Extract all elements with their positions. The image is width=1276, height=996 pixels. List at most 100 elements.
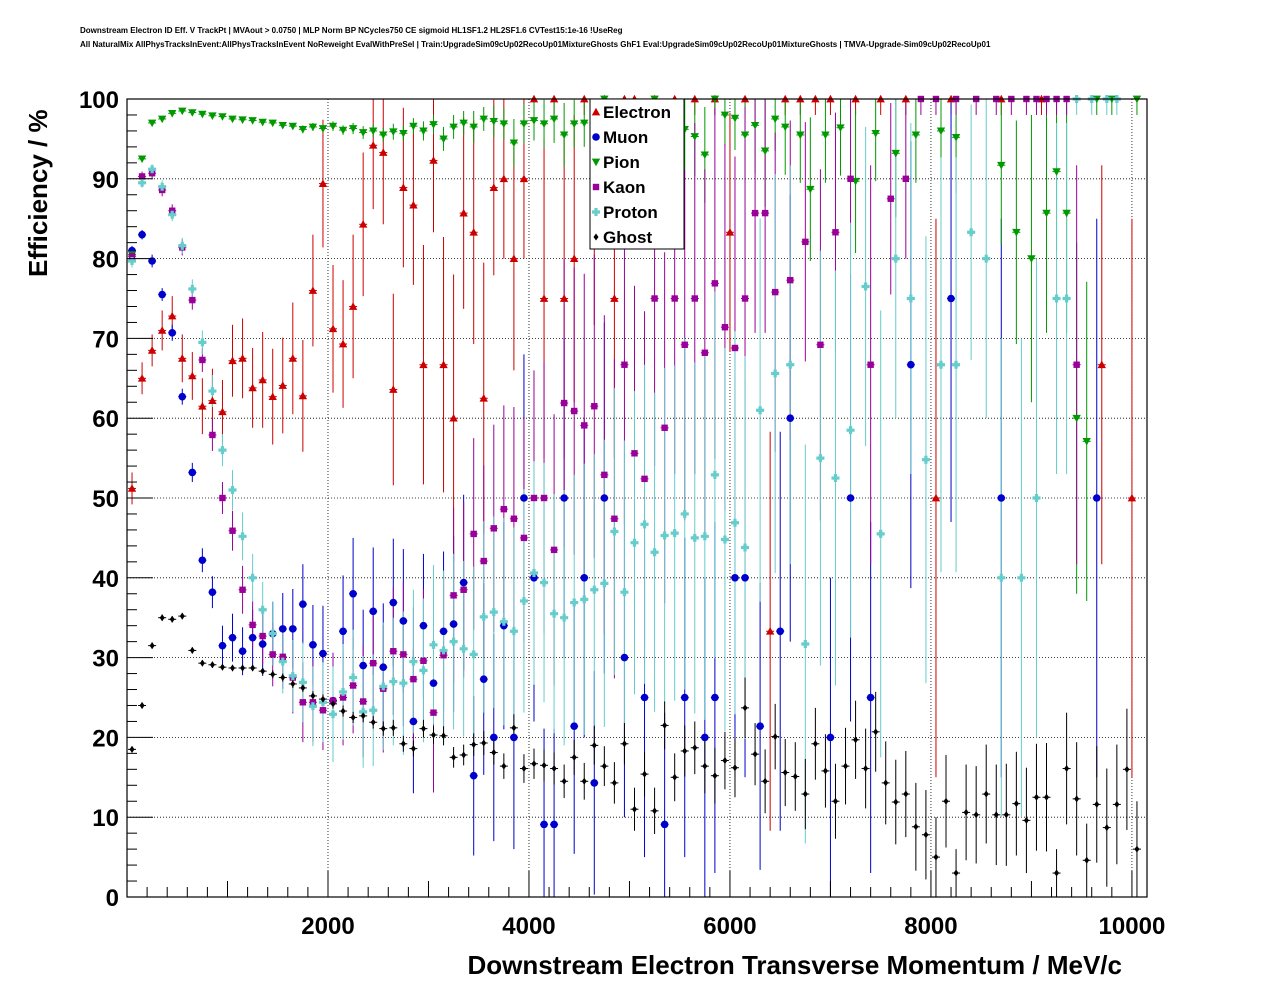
ghost-data-point xyxy=(792,773,798,781)
ghost-data-point xyxy=(541,761,547,769)
ghost-data-point xyxy=(501,762,507,770)
pion-data-point xyxy=(178,107,187,116)
proton-data-point xyxy=(580,595,589,604)
ghost-data-point xyxy=(832,797,838,805)
ghost-data-point xyxy=(933,853,939,861)
kaon-data-point xyxy=(319,707,327,714)
kaon-data-point xyxy=(681,341,688,348)
y-tick-label: 20 xyxy=(92,725,119,752)
muon-data-point xyxy=(449,620,458,628)
pion-data-point xyxy=(369,127,378,136)
proton-data-point xyxy=(660,531,669,540)
ghost-data-point xyxy=(963,808,969,816)
pion-data-point xyxy=(248,117,257,125)
ghost-data-point xyxy=(591,741,597,749)
proton-data-point xyxy=(389,677,398,686)
ghost-data-point xyxy=(320,695,326,703)
proton-data-point xyxy=(238,532,247,541)
muon-data-point xyxy=(459,578,468,587)
kaon-data-point xyxy=(741,295,749,302)
kaon-data-point xyxy=(520,534,528,542)
electron-data-point xyxy=(479,394,488,402)
proton-data-point xyxy=(509,627,518,636)
kaon-data-point xyxy=(671,295,678,302)
ghost-data-point xyxy=(230,664,236,672)
kaon-data-point xyxy=(128,253,136,260)
proton-data-point xyxy=(670,529,679,538)
proton-data-point xyxy=(1052,294,1061,303)
proton-data-point xyxy=(409,657,418,666)
proton-data-point xyxy=(600,579,609,588)
proton-data-point xyxy=(700,532,709,541)
kaon-data-point xyxy=(450,592,457,599)
ghost-data-point xyxy=(802,790,808,798)
kaon-data-point xyxy=(189,296,196,304)
ghost-data-point xyxy=(1013,800,1019,808)
legend-proton-label: Proton xyxy=(603,203,658,222)
proton-data-point xyxy=(921,455,930,464)
pion-data-point xyxy=(720,111,730,120)
legend-ghost-marker xyxy=(593,233,599,241)
muon-data-point xyxy=(218,641,227,650)
pion-data-point xyxy=(298,125,308,134)
y-tick-label: 80 xyxy=(92,247,119,274)
kaon-data-point xyxy=(560,399,568,407)
ghost-data-point xyxy=(571,753,577,761)
ghost-data-point xyxy=(441,732,447,740)
kaon-data-point xyxy=(249,621,256,629)
proton-data-point xyxy=(1032,494,1041,502)
muon-data-point xyxy=(530,574,538,582)
proton-data-point xyxy=(876,529,885,538)
proton-data-point xyxy=(288,671,297,680)
pion-data-point xyxy=(469,123,478,132)
muon-data-point xyxy=(158,290,166,299)
muon-data-point xyxy=(550,820,558,829)
pion-data-point xyxy=(268,119,277,128)
proton-data-point xyxy=(439,646,448,655)
electron-data-point xyxy=(268,392,277,401)
proton-data-point xyxy=(771,369,780,378)
proton-data-point xyxy=(308,702,317,711)
ghost-data-point xyxy=(611,779,617,787)
pion-data-point xyxy=(379,131,388,140)
proton-data-point xyxy=(801,640,810,649)
proton-data-point xyxy=(861,282,870,291)
kaon-data-point xyxy=(460,586,467,593)
muon-data-point xyxy=(1092,494,1101,502)
ghost-data-point xyxy=(732,764,738,772)
ghost-data-point xyxy=(491,749,497,757)
kaon-data-point xyxy=(410,675,417,683)
pion-data-point xyxy=(1042,209,1051,218)
ghost-data-point xyxy=(340,707,346,715)
kaon-data-point xyxy=(510,515,518,522)
kaon-data-point xyxy=(219,494,226,502)
y-tick-label: 60 xyxy=(92,406,119,433)
ghost-data-point xyxy=(400,740,406,748)
kaon-data-point xyxy=(550,546,558,554)
y-tick-label: 70 xyxy=(92,326,119,353)
pion-data-point xyxy=(760,147,770,156)
pion-data-point xyxy=(429,121,438,129)
kaon-data-point xyxy=(279,653,286,661)
ghost-data-point xyxy=(270,670,276,678)
muon-data-point xyxy=(731,574,739,582)
muon-data-point xyxy=(208,588,217,596)
electron-data-point xyxy=(389,385,398,393)
kaon-data-point xyxy=(339,694,347,701)
muon-data-point xyxy=(997,494,1006,502)
proton-data-point xyxy=(891,254,900,263)
electron-data-point xyxy=(147,346,157,354)
kaon-data-point xyxy=(887,195,894,202)
electron-data-point xyxy=(1127,493,1137,502)
pion-data-point xyxy=(569,120,579,128)
ghost-data-point xyxy=(290,680,296,688)
proton-data-point xyxy=(952,360,961,369)
legend: Electron Muon Pion Kaon Proton Ghost xyxy=(589,98,685,250)
pion-data-point xyxy=(821,131,830,140)
electron-data-point xyxy=(499,174,509,183)
pion-data-point xyxy=(770,115,780,124)
legend-electron-label: Electron xyxy=(603,103,671,122)
ghost-data-point xyxy=(1084,856,1090,864)
proton-data-point xyxy=(756,406,765,415)
pion-data-point xyxy=(348,125,358,133)
